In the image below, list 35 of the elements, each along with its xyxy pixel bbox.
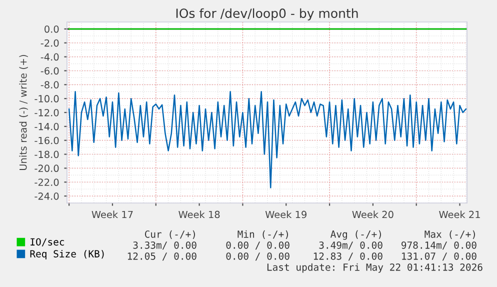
- text: Last update: Fri May 22 01:41:13 2026: [267, 263, 482, 273]
- text: Cur (-/+): [144, 230, 195, 239]
- y-tick-label: -20.0: [34, 164, 59, 172]
- x-tick-label: Week 21: [439, 210, 480, 218]
- text: 12.05 / 0.00: [128, 252, 196, 261]
- y-tick-label: -4.0: [40, 53, 59, 61]
- y-tick-label: -16.0: [34, 136, 59, 144]
- text: 0.00 / 0.00: [226, 241, 290, 250]
- text: 3.49m/ 0.00: [319, 241, 382, 250]
- text: Min (-/+): [238, 230, 288, 239]
- y-tick-label: -10.0: [34, 95, 59, 102]
- text: 978.14m/ 0.00: [402, 241, 476, 250]
- legend-label: IO/sec: [30, 238, 64, 246]
- y-tick-label: -14.0: [34, 122, 59, 130]
- legend-label: Req Size (KB): [30, 250, 104, 260]
- y-tick-label: -18.0: [34, 150, 59, 158]
- text: 3.33m/ 0.00: [133, 241, 196, 250]
- text: 131.07 / 0.00: [402, 252, 476, 261]
- x-tick-label: Week 19: [265, 210, 306, 218]
- y-tick-label: -2.0: [40, 39, 59, 47]
- y-tick-label: -6.0: [40, 67, 59, 75]
- y-tick-label: -24.0: [34, 192, 59, 200]
- y-tick-label: 0.0: [44, 25, 59, 33]
- text: Avg (-/+): [330, 230, 381, 240]
- chart-title: IOs for /dev/loop0 - by month: [176, 8, 358, 20]
- y-tick-label: -22.0: [34, 178, 59, 186]
- x-tick-label: Week 18: [178, 210, 220, 218]
- y-tick-label: -12.0: [34, 108, 59, 116]
- y-axis-title: Units read (-) / write (+): [19, 54, 28, 170]
- text: 0.00 / 0.00: [226, 252, 290, 261]
- y-tick-label: -8.0: [40, 81, 59, 88]
- x-tick-label: Week 20: [352, 210, 394, 218]
- x-tick-label: Week 17: [92, 210, 133, 218]
- text: 12.83 / 0.00: [314, 252, 382, 261]
- text: Max (-/+): [424, 230, 475, 239]
